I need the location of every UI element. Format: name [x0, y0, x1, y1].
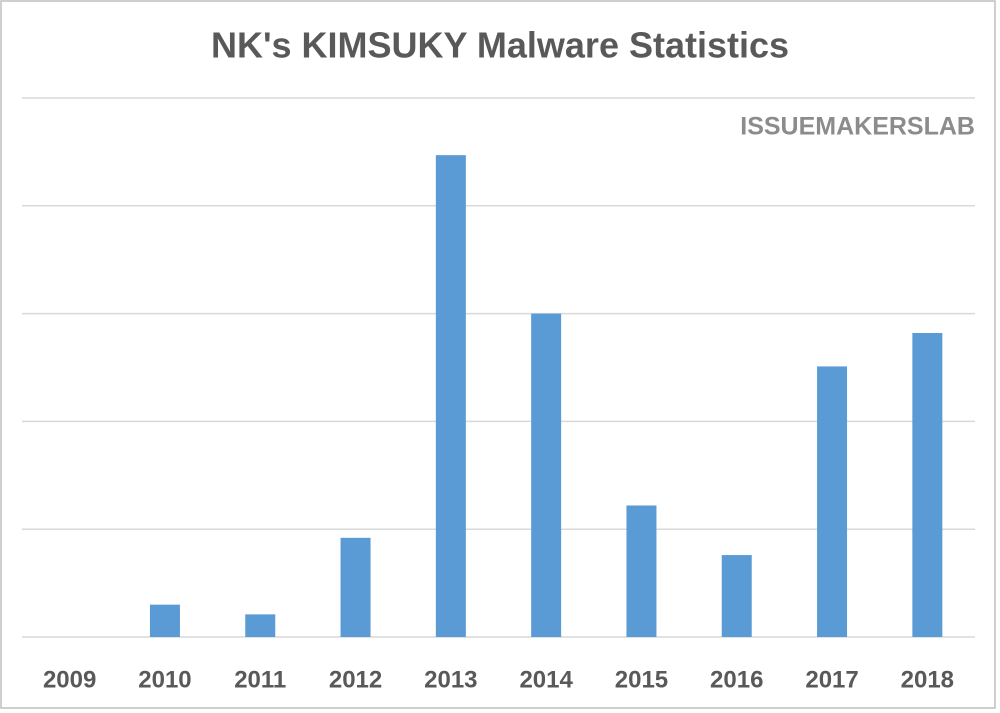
x-tick-label: 2014: [519, 666, 573, 693]
x-tick-label: 2016: [710, 666, 763, 693]
watermark: ISSUEMAKERSLAB: [740, 113, 975, 141]
chart-title: NK's KIMSUKY Malware Statistics: [211, 25, 789, 66]
bar: [531, 313, 562, 637]
x-tick-label: 2012: [329, 666, 382, 693]
x-tick-label: 2011: [234, 666, 286, 693]
x-tick-label: 2010: [138, 666, 191, 693]
bar: [340, 537, 371, 637]
x-tick-label: 2013: [424, 666, 477, 693]
bar: [817, 366, 848, 637]
x-tick-label: 2009: [43, 666, 96, 693]
bar: [912, 333, 943, 637]
bar: [626, 505, 657, 637]
bar: [245, 614, 276, 637]
x-tick-label: 2018: [901, 666, 954, 693]
bar: [435, 155, 466, 637]
bar: [721, 555, 752, 637]
x-tick-label: 2015: [615, 666, 668, 693]
x-tick-label: 2017: [805, 666, 858, 693]
bar: [149, 604, 180, 637]
